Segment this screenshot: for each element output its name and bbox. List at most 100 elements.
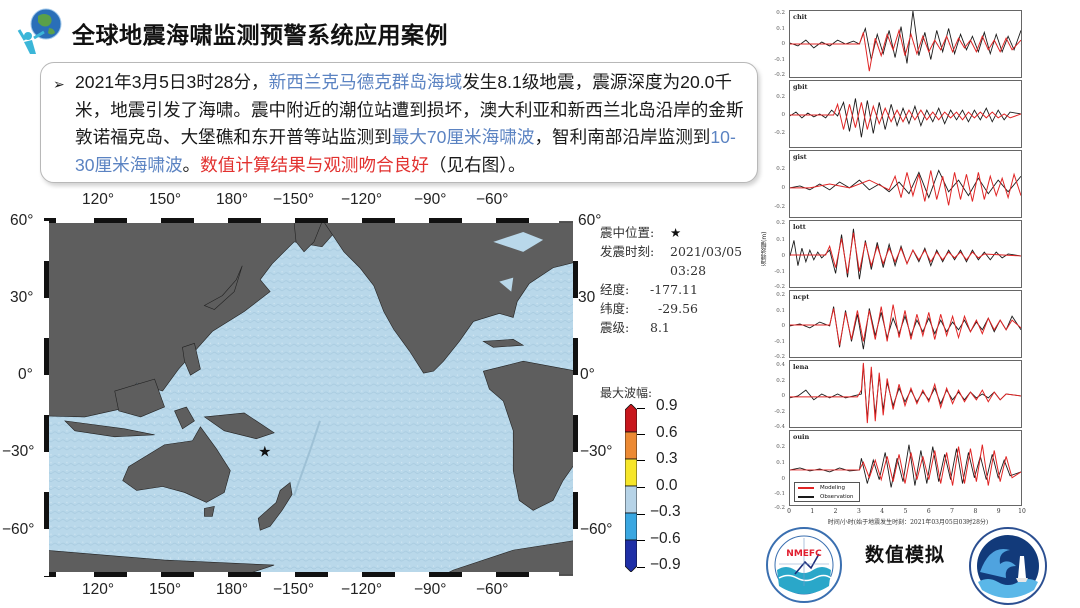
colorbar-tick bbox=[637, 408, 645, 409]
colorbar-label: −0.6 bbox=[650, 529, 681, 547]
station-name: ncpt bbox=[793, 293, 810, 301]
colorbar-title: 最大波幅: bbox=[600, 386, 653, 400]
y-tick-right: 30 bbox=[578, 289, 596, 306]
page-title: 全球地震海啸监测预警系统应用案例 bbox=[72, 23, 448, 49]
colorbar-tick bbox=[637, 567, 645, 568]
y-tick: 0.2 bbox=[776, 220, 785, 226]
station-name: gbit bbox=[793, 83, 808, 91]
x-tick-top: 120° bbox=[82, 191, 115, 208]
waveform-comparison-chart: Modeling Observation chit gbit gist lott… bbox=[763, 8, 1028, 526]
x-tick-top: −90° bbox=[414, 191, 447, 208]
y-tick: 0 bbox=[781, 41, 786, 47]
tsunami-map: 120° 150° 180° −150° −120° −90° −60° 120… bbox=[0, 185, 613, 608]
x-tick: 2 bbox=[833, 508, 838, 515]
x-tick-bottom: −120° bbox=[341, 581, 383, 598]
colorbar-label: 0.3 bbox=[656, 450, 678, 467]
y-tick: 0 bbox=[781, 253, 786, 259]
colorbar-label: 0.9 bbox=[656, 397, 678, 414]
station-plot-lott bbox=[789, 220, 1022, 288]
station-name: ouin bbox=[793, 433, 810, 441]
y-tick-right: −30° bbox=[580, 443, 613, 460]
colorbar-label: 0.0 bbox=[656, 476, 678, 494]
x-tick: 8 bbox=[973, 508, 978, 515]
y-tick: 0.4 bbox=[776, 362, 785, 368]
x-tick: 0 bbox=[787, 508, 791, 515]
station-name: chit bbox=[793, 13, 808, 21]
y-tick: -0.2 bbox=[774, 284, 785, 290]
y-tick: -0.1 bbox=[774, 57, 785, 63]
station-plot-ouin: Modeling Observation bbox=[789, 430, 1022, 506]
star-icon: ★ bbox=[258, 443, 271, 461]
x-tick: 5 bbox=[903, 508, 908, 515]
epicenter-label: 震中位置: bbox=[600, 225, 655, 240]
x-tick-bottom: 180° bbox=[216, 581, 249, 598]
scale-bar-bottom bbox=[44, 572, 578, 577]
colorbar-label: −0.3 bbox=[650, 503, 681, 520]
station-plot-lena bbox=[789, 360, 1022, 428]
y-tick: 0.1 bbox=[776, 237, 785, 243]
y-tick: 0 bbox=[781, 112, 786, 118]
legend-observation: Observation bbox=[820, 493, 854, 500]
y-tick-left: 60° bbox=[10, 212, 34, 229]
x-tick: 7 bbox=[950, 508, 955, 515]
y-tick-right: 0° bbox=[580, 366, 595, 383]
y-tick: 0.2 bbox=[776, 166, 785, 172]
lon-value: -177.11 bbox=[650, 282, 698, 297]
desc-segment: （见右图）。 bbox=[428, 154, 526, 175]
y-tick: 0.1 bbox=[776, 308, 785, 314]
y-tick-right: −60° bbox=[580, 521, 613, 538]
station-name: gist bbox=[793, 153, 807, 161]
x-tick: 4 bbox=[880, 508, 885, 515]
map-canvas: ★ bbox=[44, 221, 578, 576]
desc-segment: 。 bbox=[182, 154, 201, 175]
y-tick: -0.2 bbox=[774, 130, 785, 136]
colorbar-label: −0.9 bbox=[650, 556, 681, 573]
x-tick: 9 bbox=[996, 508, 1001, 515]
modeling-swatch bbox=[798, 486, 814, 489]
colorbar-labels: 0.9 0.6 0.3 0.0 −0.3 −0.6 −0.9 bbox=[650, 397, 681, 583]
svg-text:NMEFC: NMEFC bbox=[786, 549, 822, 559]
waveform-legend: Modeling Observation bbox=[794, 482, 860, 502]
y-tick: -0.1 bbox=[774, 269, 785, 275]
station-plot-chit bbox=[789, 10, 1022, 78]
y-tick: 0.1 bbox=[776, 26, 785, 32]
y-tick: 0 bbox=[781, 323, 786, 329]
mag-label: 震级: bbox=[600, 320, 630, 335]
y-tick: -0.1 bbox=[774, 491, 785, 497]
colorbar bbox=[624, 403, 638, 573]
x-tick-top: 150° bbox=[149, 191, 182, 208]
desc-max-wave: 最大70厘米海啸波 bbox=[391, 127, 535, 147]
station-name: lott bbox=[793, 223, 806, 231]
colorbar-tick bbox=[637, 487, 645, 488]
description-box: ➢ 2021年3月5日3时28分，新西兰克马德克群岛海域发生8.1级地震，震源深… bbox=[40, 62, 758, 183]
x-tick-bottom: 150° bbox=[149, 581, 182, 598]
lat-value: -29.56 bbox=[658, 301, 699, 316]
desc-segment: 2021年3月5日3时28分， bbox=[75, 72, 269, 92]
x-axis-title: 时间/小时(始于地震发生时刻：2021年03月05日03时28分) bbox=[827, 519, 989, 526]
y-tick: 0 bbox=[781, 476, 786, 482]
globe-person-icon bbox=[16, 6, 68, 58]
y-tick-right: 60° bbox=[578, 212, 602, 229]
station-plot-gbit bbox=[789, 80, 1022, 148]
y-tick: 0 bbox=[781, 185, 786, 191]
y-tick: -0.2 bbox=[774, 409, 785, 415]
scale-bar-top bbox=[44, 218, 578, 223]
y-tick: 0.2 bbox=[776, 292, 785, 298]
y-tick: -0.2 bbox=[774, 354, 785, 360]
desc-chile-wave: 10-30厘米海啸波 bbox=[75, 127, 736, 175]
x-tick: 6 bbox=[926, 508, 931, 515]
y-tick-left: −60° bbox=[2, 521, 35, 538]
scale-bar-left bbox=[44, 221, 49, 576]
station-plot-gist bbox=[789, 150, 1022, 218]
legend-modeling: Modeling bbox=[820, 484, 846, 491]
colorbar-tick bbox=[637, 460, 645, 461]
mag-value: 8.1 bbox=[650, 320, 670, 335]
desc-segment: 发生8.1级地震，震源深度为20.0千米，地震引发了海啸。震中附近的潮位站遭到损… bbox=[75, 72, 744, 147]
time-label: 发震时刻: bbox=[600, 244, 655, 259]
y-tick: -0.2 bbox=[774, 72, 785, 78]
scale-bar-right bbox=[573, 221, 578, 576]
x-tick-top: 180° bbox=[216, 191, 249, 208]
desc-conclusion: 数值计算结果与观测吻合良好 bbox=[200, 154, 429, 175]
y-tick: 0.2 bbox=[776, 10, 785, 16]
lon-label: 经度: bbox=[600, 282, 630, 297]
